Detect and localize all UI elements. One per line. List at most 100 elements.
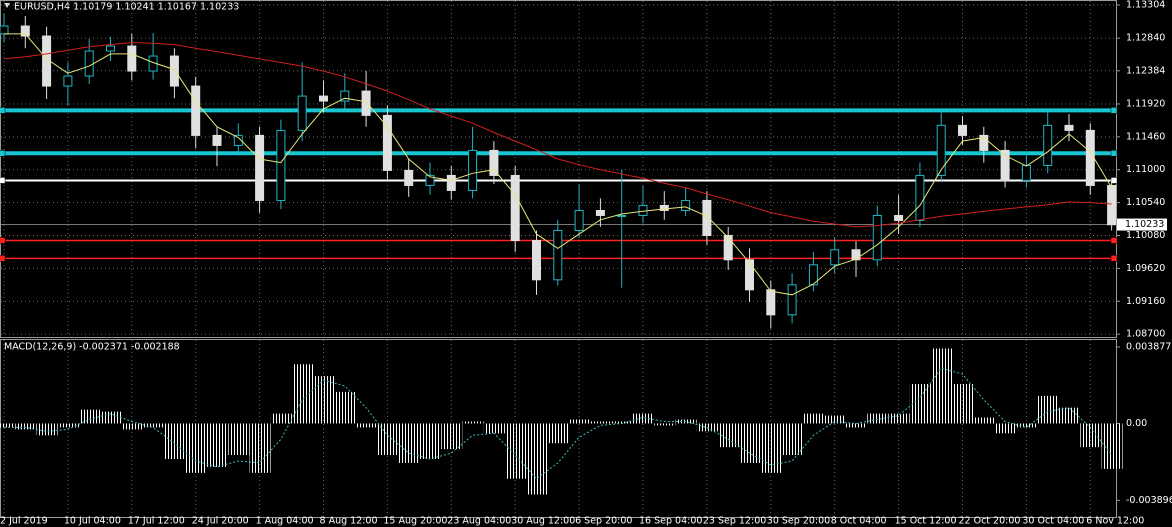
- macd-histogram-bar: [270, 413, 292, 424]
- candle-body: [872, 214, 882, 261]
- candle-body: [766, 289, 776, 316]
- price-panel-frame: [0, 0, 1117, 338]
- y-tick-label: 1.10080: [1126, 230, 1165, 241]
- x-tick-label: 16 Sep 04:00: [639, 516, 702, 527]
- macd-histogram-bar: [760, 423, 782, 473]
- candle-body: [1085, 129, 1095, 186]
- level-handle: [1110, 237, 1118, 244]
- level-handle: [1110, 177, 1118, 184]
- macd-histogram-bar: [995, 423, 1017, 434]
- candle-body: [212, 134, 222, 146]
- x-tick-label: 10 Jul 04:00: [64, 516, 121, 527]
- candle-body: [851, 249, 861, 261]
- macd-histogram-bar: [611, 421, 633, 424]
- x-tick-label: 24 Jul 20:00: [192, 516, 249, 527]
- macd-histogram-bar: [79, 409, 101, 424]
- candle-body: [787, 284, 797, 316]
- macd-histogram-bar: [675, 419, 697, 424]
- macd-histogram-bar: [185, 423, 207, 473]
- y-tick-label: 0.00: [1126, 418, 1147, 429]
- macd-histogram-bar: [228, 423, 250, 456]
- macd-histogram-bar: [462, 421, 484, 424]
- candle-body: [404, 169, 414, 186]
- macd-histogram-bar: [952, 384, 974, 424]
- macd-histogram-bar: [909, 384, 931, 424]
- macd-histogram-bar: [1080, 423, 1102, 448]
- macd-histogram-bar: [931, 348, 953, 424]
- macd-histogram-bar: [654, 423, 676, 426]
- macd-histogram-bar: [803, 413, 825, 424]
- macd-histogram-bar: [569, 419, 591, 424]
- macd-histogram-bar: [292, 364, 314, 424]
- x-tick-label: 17 Jul 12:00: [128, 516, 185, 527]
- y-tick-label: 0.003877: [1126, 341, 1171, 352]
- x-tick-label: 6 Sep 20:00: [575, 516, 632, 527]
- candle-body: [1107, 184, 1117, 226]
- candle-body: [979, 134, 989, 151]
- candle-body: [595, 209, 605, 216]
- x-tick-label: 8 Aug 12:00: [320, 516, 378, 527]
- level-handle: [1110, 107, 1118, 114]
- bid-box: [1117, 218, 1167, 231]
- x-tick-label: 23 Sep 12:00: [703, 516, 766, 527]
- moving-average: [3, 41, 1112, 228]
- macd-signal-line: [4, 367, 1112, 480]
- x-tick-label: 6 Nov 12:00: [1086, 516, 1144, 527]
- candle-body: [1000, 149, 1010, 181]
- candle-body: [382, 114, 392, 171]
- macd-histogram-bar: [782, 423, 804, 456]
- candle-body: [702, 199, 712, 236]
- macd-histogram-bar: [398, 423, 420, 463]
- x-tick-label: 8 Oct 04:00: [831, 516, 887, 527]
- candle-body: [340, 90, 350, 102]
- macd-histogram-bar: [121, 423, 143, 430]
- macd-title: MACD(12,26,9) -0.002371 -0.002188: [4, 342, 180, 353]
- y-tick-label: 1.13304: [1126, 0, 1165, 11]
- candle-body: [617, 214, 627, 217]
- macd-histogram-bar: [547, 423, 569, 444]
- candle-body: [127, 45, 137, 72]
- candle-body: [255, 134, 265, 201]
- macd-histogram-bar: [100, 411, 122, 424]
- macd-histogram-bar: [36, 423, 58, 436]
- level-handle: [0, 177, 6, 184]
- candle-body: [1021, 164, 1031, 181]
- macd-histogram-bar: [1101, 423, 1123, 469]
- y-tick-label: 1.09160: [1126, 296, 1165, 307]
- macd-histogram-bar: [377, 423, 399, 456]
- candle-body: [510, 174, 520, 241]
- candle-body: [659, 204, 669, 211]
- candle-body: [319, 95, 328, 102]
- x-tick-label: 15 Oct 12:00: [895, 516, 957, 527]
- macd-histogram-bar: [313, 376, 335, 424]
- level-handle: [1110, 150, 1118, 157]
- candle-body: [361, 90, 371, 116]
- macd-histogram-bar: [973, 417, 995, 424]
- candle-body: [723, 234, 733, 261]
- symbol-icon[interactable]: [4, 3, 10, 8]
- macd-histogram-bar: [505, 423, 527, 479]
- candle-body: [20, 25, 30, 37]
- candle-body: [0, 25, 9, 35]
- candle-body: [681, 199, 691, 211]
- candle-body: [958, 124, 967, 136]
- y-tick-label: 1.11460: [1126, 131, 1165, 142]
- candle-body: [169, 55, 179, 87]
- macd-histogram-bar: [483, 423, 505, 434]
- macd-histogram-bar: [143, 423, 165, 428]
- candle-body: [1043, 124, 1053, 166]
- y-tick-label: 1.12840: [1126, 33, 1165, 44]
- candle-body: [532, 239, 541, 281]
- candle-body: [233, 134, 243, 146]
- macd-histogram-bar: [57, 423, 79, 428]
- chart-title: EURUSD,H4 1.10179 1.10241 1.10167 1.1023…: [14, 2, 239, 13]
- macd-histogram-bar: [846, 423, 867, 428]
- level-handle: [0, 150, 6, 157]
- x-tick-label: 1 Aug 04:00: [256, 516, 314, 527]
- macd-histogram-bar: [207, 423, 228, 467]
- macd-histogram-bar: [526, 423, 548, 495]
- y-tick-label: -0.003896: [1126, 495, 1172, 506]
- macd-histogram-bar: [888, 413, 910, 424]
- y-tick-label: 1.08700: [1126, 329, 1165, 340]
